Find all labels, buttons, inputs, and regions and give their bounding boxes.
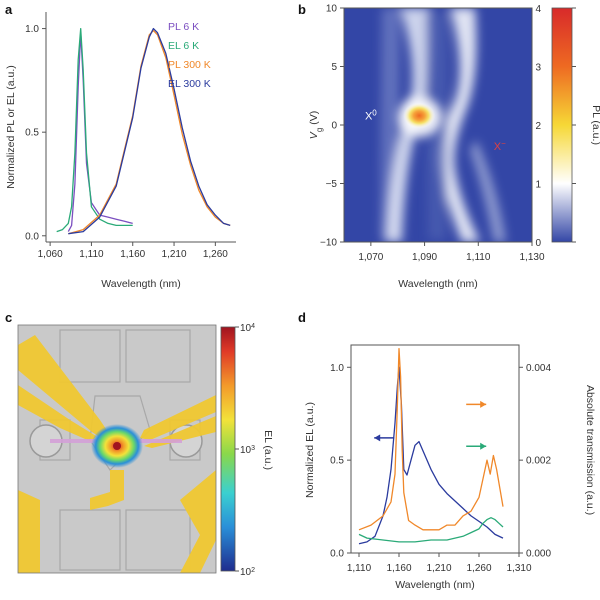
plot-a-y-tick-label: 1.0 — [25, 24, 39, 35]
colorbar-c — [220, 326, 236, 572]
plot-a-x-tick-label: 1,160 — [120, 249, 145, 260]
plot-a-ticks: 1,060 1,110 1,160 1,210 1,260 0.0 0.5 1.0 — [25, 24, 228, 260]
plot-d-y-tick-label: 0.0 — [330, 549, 344, 560]
colorbar-c-ticks: 102 103 104 — [235, 323, 255, 579]
heatmap-b-features: X0 X− — [365, 108, 506, 153]
device-micrograph — [18, 325, 216, 573]
plot-a-series — [56, 27, 231, 235]
legend-entry: PL 300 K — [168, 59, 211, 71]
plot-d-x-tick-label: 1,110 — [347, 563, 372, 574]
micrograph-frame — [17, 324, 217, 574]
heatmap-b-y-tick-label: 10 — [326, 4, 338, 15]
heatmap-b-peak — [403, 102, 436, 129]
plot-d-x-tick-label: 1,310 — [506, 563, 531, 574]
plot-a-y-tick-label: 0.0 — [25, 231, 39, 242]
plot-a-axes — [45, 12, 236, 243]
plot-a-legend: PL 6 K EL 6 K PL 300 K EL 300 K — [168, 21, 211, 90]
colorbar-b-tick-label: 0 — [535, 238, 541, 249]
panel-a: a 1,060 1,110 1,160 1,210 1,260 0.0 0.5 1.0 PL … — [5, 2, 236, 290]
plot-a-x-label: Wavelength (nm) — [101, 278, 181, 290]
plot-d-x-tick-label: 1,260 — [466, 563, 491, 574]
heatmap-b-y-tick-label: −5 — [326, 179, 338, 190]
plot-d-y-tick-label: 1.0 — [330, 363, 344, 374]
heatmap-b-y-label-unit: (V) — [308, 111, 320, 128]
plot-d-y-right-tick-label: 0.002 — [526, 456, 551, 467]
heatmap-b-y-label-sub: g — [315, 128, 324, 132]
colorbar-b-tick-label: 2 — [535, 121, 541, 132]
heatmap-b-x-tick-label: 1,130 — [519, 252, 544, 263]
plot-d-y-right-tick-label: 0.000 — [526, 549, 551, 560]
heatmap-b-y-label: Vg (V) — [308, 111, 324, 139]
annotation-arrow-head — [374, 434, 381, 442]
plot-d-y-label-right: Absolute transmission (a.u.) — [584, 385, 596, 515]
plot-d-series — [358, 348, 504, 545]
plot-a-x-tick-label: 1,060 — [38, 249, 63, 260]
plot-d-y-tick-label: 0.5 — [330, 456, 344, 467]
annotation-arrow-head — [480, 400, 487, 408]
colorbar-b-tick-label: 4 — [535, 4, 541, 15]
plot-d-x-tick-label: 1,210 — [426, 563, 451, 574]
plot-a-x-tick-label: 1,110 — [79, 249, 104, 260]
plot-d-x-label: Wavelength (nm) — [395, 579, 475, 591]
panel-letter-c: c — [5, 310, 12, 325]
series-line-pl-300-k — [68, 29, 231, 235]
series-line-el — [358, 366, 504, 545]
heatmap-b-feature-label: X0 — [365, 108, 377, 123]
heatmap-b-feature-label: X− — [494, 139, 506, 154]
heatmap-b-y-label-main: V — [308, 131, 320, 139]
plot-a-x-tick-label: 1,260 — [203, 249, 228, 260]
panel-letter-d: d — [298, 310, 306, 325]
heatmap-b — [344, 8, 532, 242]
plot-d-frame — [350, 344, 520, 554]
heatmap-b-y-tick-label: −10 — [320, 238, 337, 249]
plot-a-y-tick-label: 0.5 — [25, 128, 39, 139]
legend-entry: EL 300 K — [168, 78, 211, 90]
series-line-reference — [358, 517, 504, 543]
plot-d-arrows — [374, 400, 487, 450]
series-line-el-6-k — [56, 27, 133, 233]
colorbar-c-tick-label: 103 — [240, 445, 255, 457]
panel-letter-a: a — [5, 2, 13, 17]
plot-a-x-tick-label: 1,210 — [162, 249, 187, 260]
colorbar-c-tick-label: 104 — [240, 323, 255, 335]
plot-a-y-label: Normalized PL or EL (a.u.) — [5, 65, 17, 189]
annotation-arrow-head — [480, 442, 487, 450]
series-line-el-300-k — [68, 27, 231, 235]
colorbar-b-tick-label: 3 — [535, 63, 541, 74]
heatmap-b-x-tick-label: 1,090 — [412, 252, 437, 263]
plot-d-y-label: Normalized EL (a.u.) — [304, 402, 316, 498]
heatmap-b-y-tick-label: 0 — [331, 121, 337, 132]
heatmap-b-x-tick-label: 1,110 — [466, 252, 491, 263]
panel-letter-b: b — [298, 2, 306, 17]
heatmap-b-x-tick-label: 1,070 — [358, 252, 383, 263]
plot-d-x-tick-label: 1,160 — [386, 563, 411, 574]
colorbar-b-label: PL (a.u.) — [590, 105, 600, 145]
gold-electrodes — [18, 335, 216, 573]
colorbar-c-tick-label: 102 — [240, 567, 255, 579]
series-line-absolute-transmission — [358, 348, 504, 531]
colorbar-b — [551, 7, 573, 243]
colorbar-b-ticks: 0 1 2 3 4 — [535, 4, 576, 249]
plot-d-ticks: 1,110 1,160 1,210 1,260 1,310 0.0 0.5 1.0 0.000 0… — [330, 363, 551, 574]
panel-d: d 1,110 1,160 1,210 1,260 1,310 0.0 0.5 1.0 0.00… — [298, 310, 596, 591]
heatmap-b-x-label: Wavelength (nm) — [398, 278, 478, 290]
panel-c: c — [5, 310, 274, 578]
colorbar-c-label: EL (a.u.) — [262, 430, 274, 470]
heatmap-b-y-tick-label: 5 — [331, 62, 337, 73]
series-line-pl-6-k — [67, 32, 133, 232]
legend-entry: EL 6 K — [168, 40, 199, 52]
legend-entry: PL 6 K — [168, 21, 199, 33]
colorbar-b-tick-label: 1 — [535, 180, 541, 191]
plot-d-y-right-tick-label: 0.004 — [526, 363, 551, 374]
